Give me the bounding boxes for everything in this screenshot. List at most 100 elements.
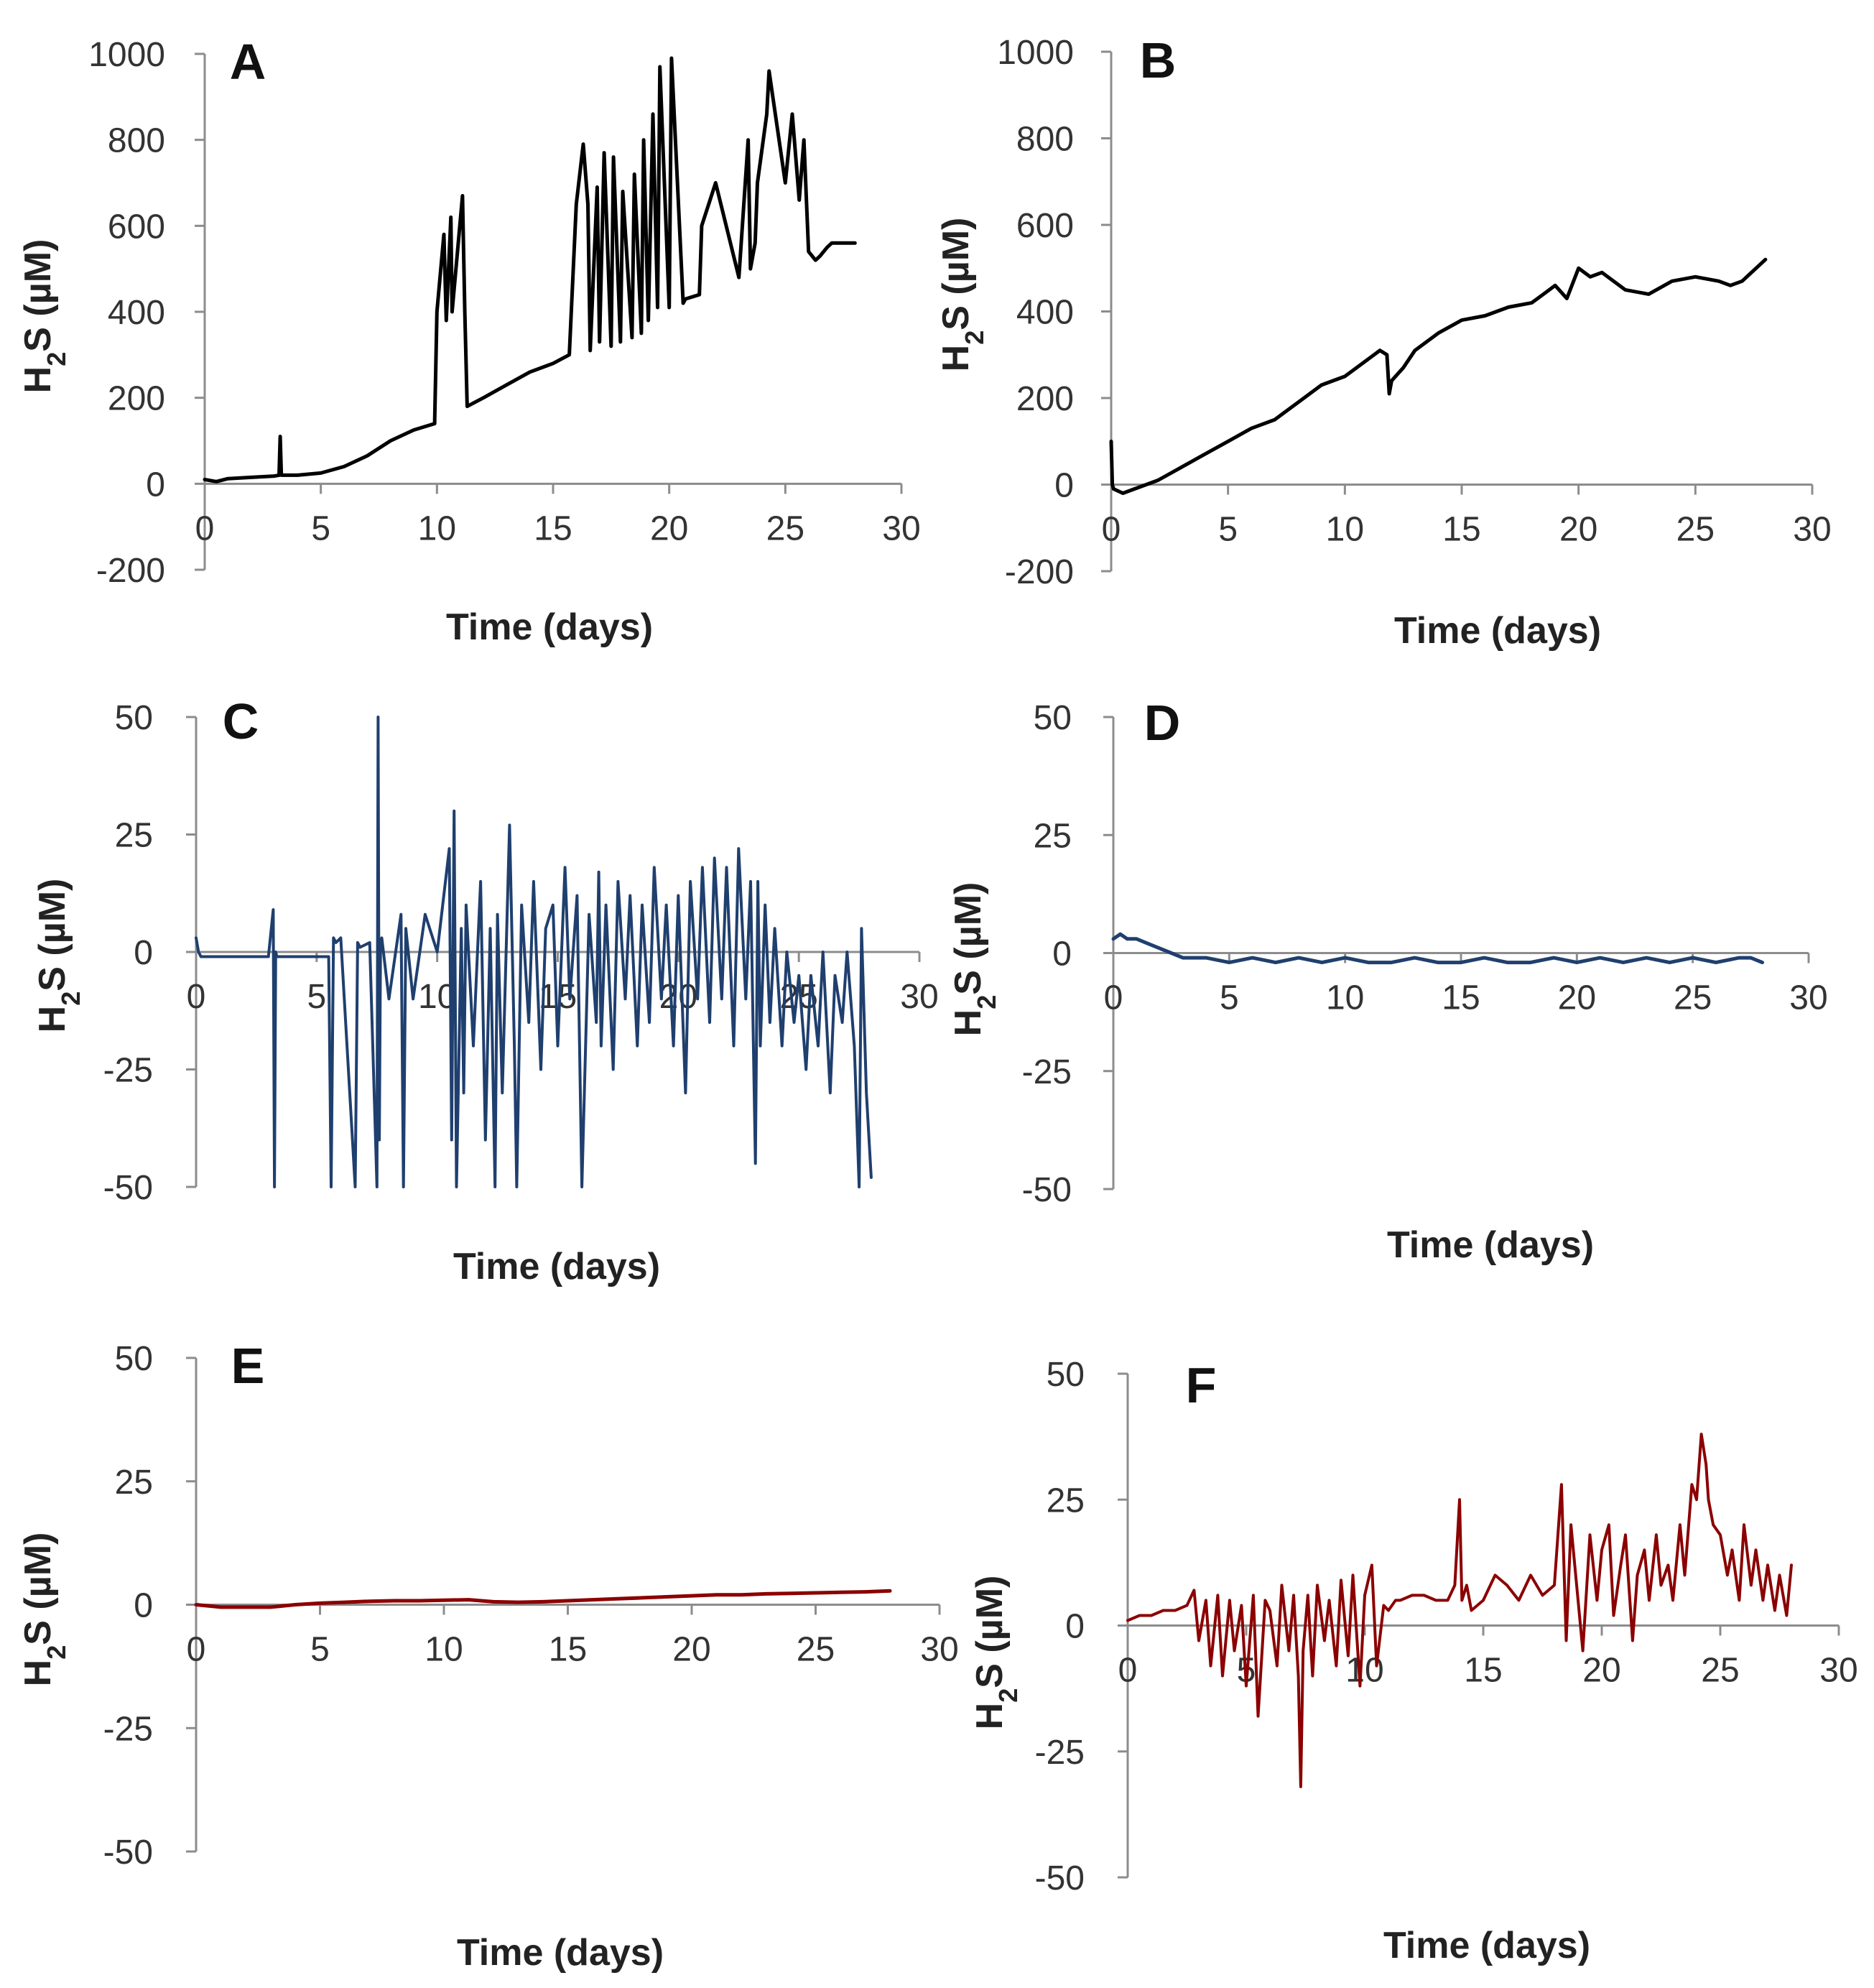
y-tick-label: 600 <box>108 208 165 246</box>
x-tick-label: 20 <box>659 978 697 1016</box>
x-tick-label: 25 <box>1676 511 1715 549</box>
panel-letter: C <box>223 693 259 749</box>
y-axis-title: H2S (µM) <box>17 239 71 394</box>
y-tick-label: 25 <box>115 1464 153 1502</box>
x-tick-label: 25 <box>766 509 804 547</box>
x-tick-label: 0 <box>1102 511 1121 549</box>
y-axis-title: H2S (µM) <box>935 218 989 372</box>
y-tick-label: -25 <box>1022 1053 1072 1091</box>
x-tick-label: 30 <box>1793 511 1831 549</box>
y-tick-label: 200 <box>1016 380 1074 418</box>
y-axis-title: H2S (µM) <box>32 879 85 1033</box>
y-tick-label: 0 <box>134 934 153 972</box>
x-tick-label: 15 <box>1442 979 1480 1017</box>
y-tick-label: 200 <box>108 380 165 418</box>
y-tick-label: 800 <box>1016 121 1074 159</box>
x-tick-label: 10 <box>1326 979 1364 1017</box>
y-tick-label: -25 <box>103 1052 153 1090</box>
y-tick-label: 400 <box>1016 294 1074 332</box>
x-axis-title: Time (days) <box>457 1932 664 1974</box>
y-tick-label: 600 <box>1016 207 1074 245</box>
x-tick-label: 25 <box>1674 979 1712 1017</box>
panel-a: 1000 800 600 400 200 0 -200 0 5 10 15 20 25 30 A Time (… <box>17 34 921 648</box>
x-tick-label: 25 <box>1701 1652 1739 1690</box>
x-tick-label: 15 <box>534 509 572 547</box>
x-tick-label: 0 <box>187 1631 206 1669</box>
x-axis-title: Time (days) <box>453 1246 660 1287</box>
y-tick-label: -25 <box>103 1710 153 1748</box>
y-tick-label: -50 <box>1035 1859 1085 1897</box>
x-tick-label: 20 <box>1558 979 1596 1017</box>
y-tick-label: 50 <box>115 1340 153 1378</box>
y-tick-label: -50 <box>1022 1171 1072 1209</box>
x-axis-title: Time (days) <box>446 606 653 648</box>
y-tick-label: 0 <box>1065 1608 1085 1646</box>
y-tick-label: 800 <box>108 122 165 160</box>
x-tick-label: 20 <box>1559 511 1597 549</box>
series-line <box>194 1589 892 1609</box>
x-tick-label: 25 <box>797 1631 835 1669</box>
x-axis-title: Time (days) <box>1383 1925 1590 1966</box>
x-tick-label: 10 <box>1326 511 1364 549</box>
y-tick-label: -50 <box>103 1834 153 1872</box>
x-tick-label: 10 <box>425 1631 463 1669</box>
y-tick-label: 0 <box>1052 935 1072 974</box>
x-axis-title: Time (days) <box>1394 610 1601 652</box>
y-tick-label: 50 <box>1034 699 1072 737</box>
y-tick-label: 25 <box>115 817 153 855</box>
y-tick-label: -25 <box>1035 1734 1085 1772</box>
y-tick-label: -200 <box>1005 553 1074 591</box>
y-tick-label: -50 <box>103 1169 153 1207</box>
x-tick-label: 5 <box>310 1631 330 1669</box>
x-tick-label: 15 <box>549 1631 587 1669</box>
y-axis-title: H2S (µM) <box>947 882 1001 1037</box>
panel-d: 50 25 0 -25 -50 0 5 10 15 20 25 30 D Time (days) H2S (… <box>947 695 1828 1266</box>
x-tick-label: 5 <box>1218 511 1238 549</box>
x-tick-label: 0 <box>1104 979 1123 1017</box>
y-tick-label: 25 <box>1047 1481 1085 1520</box>
y-tick-label: 0 <box>134 1587 153 1625</box>
x-tick-label: 10 <box>418 509 456 547</box>
x-tick-label: 0 <box>187 978 206 1016</box>
y-tick-label: 0 <box>1054 467 1074 505</box>
series-line <box>195 716 873 1188</box>
x-tick-label: 5 <box>1220 979 1239 1017</box>
panel-b: 1000 800 600 400 200 0 -200 0 5 10 15 20 25 30 B Time (… <box>935 32 1832 652</box>
x-tick-label: 30 <box>882 509 920 547</box>
series-line <box>1126 1433 1793 1788</box>
panel-letter: E <box>231 1338 265 1394</box>
y-tick-label: 1000 <box>88 36 165 74</box>
y-tick-label: 1000 <box>997 34 1074 72</box>
y-axis-title: H2S (µM) <box>969 1576 1023 1730</box>
series-line <box>1109 257 1768 495</box>
x-tick-label: 0 <box>1118 1652 1138 1690</box>
x-tick-label: 5 <box>311 509 330 547</box>
y-tick-label: 50 <box>115 699 153 737</box>
x-tick-label: 30 <box>1819 1652 1857 1690</box>
panel-letter: D <box>1144 695 1181 751</box>
panel-e: 50 25 0 -25 -50 0 5 10 15 20 25 30 E Time (days) H2S (… <box>17 1338 959 1974</box>
x-tick-label: 5 <box>307 978 326 1016</box>
x-tick-label: 30 <box>920 1631 958 1669</box>
x-tick-label: 20 <box>672 1631 710 1669</box>
x-tick-label: 30 <box>900 978 938 1016</box>
panel-letter: F <box>1186 1357 1217 1413</box>
series-line <box>203 56 857 484</box>
x-tick-label: 15 <box>1442 511 1480 549</box>
x-tick-label: 0 <box>195 509 215 547</box>
panel-letter: B <box>1140 32 1177 88</box>
y-tick-label: 400 <box>108 294 165 332</box>
y-tick-label: 0 <box>146 466 165 504</box>
y-axis-title: H2S (µM) <box>17 1532 71 1687</box>
y-tick-label: -200 <box>96 552 165 590</box>
x-tick-label: 20 <box>1582 1652 1620 1690</box>
y-tick-label: 25 <box>1034 817 1072 855</box>
y-tick-label: 50 <box>1047 1356 1085 1394</box>
series-line <box>1111 932 1764 965</box>
x-tick-label: 30 <box>1789 979 1827 1017</box>
panel-letter: A <box>230 34 266 90</box>
x-tick-label: 20 <box>650 509 688 547</box>
